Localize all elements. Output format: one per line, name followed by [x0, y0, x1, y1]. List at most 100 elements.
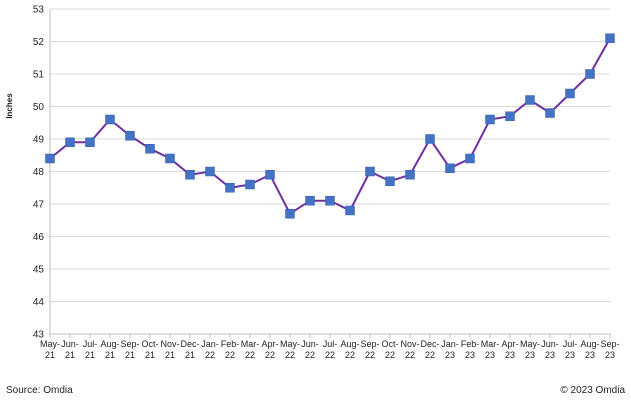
x-tick-label-year: 21 [105, 350, 115, 360]
data-point [425, 134, 435, 144]
x-tick-label-year: 23 [585, 350, 595, 360]
x-tick-label-year: 22 [265, 350, 275, 360]
y-tick-label: 46 [33, 232, 45, 243]
data-point [465, 153, 475, 164]
x-tick-label-year: 21 [45, 350, 55, 360]
y-tick-label: 47 [33, 200, 45, 211]
x-tick-label-year: 21 [185, 350, 195, 360]
data-point [265, 170, 275, 180]
source-note: Source: Omdia [6, 385, 73, 396]
x-tick-label-month: Apr- [501, 339, 518, 349]
x-tick-label-year: 22 [365, 350, 375, 360]
x-tick-label-year: 23 [525, 350, 535, 360]
x-tick-label-month: May- [280, 339, 300, 349]
x-tick-label-month: Jun- [541, 339, 559, 349]
data-point [245, 179, 255, 190]
x-tick-label-year: 23 [485, 350, 495, 360]
data-point [285, 209, 295, 219]
data-point [45, 153, 55, 164]
data-point [385, 176, 395, 186]
x-tick-label-year: 22 [325, 350, 335, 360]
x-tick-label-year: 21 [85, 350, 95, 360]
x-tick-label-month: Jul- [323, 339, 338, 349]
x-tick-label-year: 23 [505, 350, 515, 360]
x-tick-label-month: Aug- [100, 339, 119, 349]
x-tick-label-year: 21 [125, 350, 135, 360]
series-line [49, 37, 611, 216]
x-tick-label-month: Jul- [83, 339, 98, 349]
data-point [445, 163, 455, 173]
x-tick-label-month: Sep- [120, 339, 139, 349]
y-tick-label: 53 [33, 5, 45, 16]
x-tick-label-month: Dec- [180, 339, 199, 349]
x-tick-label-year: 22 [245, 350, 255, 360]
x-tick-label-year: 23 [565, 350, 575, 360]
x-axis-ticks: May-21Jun-21Jul-21Aug-21Sep-21Oct-21Nov-… [40, 334, 620, 360]
x-tick-label-month: Nov- [400, 339, 419, 349]
y-tick-label: 49 [33, 135, 45, 146]
y-tick-label: 45 [33, 265, 45, 276]
x-tick-label-year: 23 [445, 350, 455, 360]
x-tick-label-month: Sep- [360, 339, 379, 349]
x-tick-label-year: 22 [345, 350, 355, 360]
x-tick-label-year: 22 [385, 350, 395, 360]
x-tick-label-year: 21 [65, 350, 75, 360]
x-tick-label-month: Jun- [61, 339, 79, 349]
y-tick-label: 44 [33, 297, 45, 308]
x-tick-label-month: Nov- [160, 339, 179, 349]
x-tick-label-month: Aug- [340, 339, 359, 349]
data-point [165, 153, 175, 164]
x-tick-label-month: Apr- [261, 339, 278, 349]
data-point [485, 114, 495, 125]
data-point [185, 170, 195, 180]
data-point [545, 108, 555, 118]
data-point [305, 196, 315, 206]
x-tick-label-month: Jun- [301, 339, 319, 349]
data-point [585, 69, 595, 79]
data-point [225, 183, 235, 193]
data-point [505, 111, 515, 121]
x-tick-label-year: 21 [165, 350, 175, 360]
x-tick-label-month: Jan- [201, 339, 219, 349]
x-tick-label-month: Feb- [221, 339, 240, 349]
x-tick-label-year: 21 [145, 350, 155, 360]
data-point [405, 170, 415, 180]
x-tick-label-year: 22 [225, 350, 235, 360]
x-tick-label-year: 23 [545, 350, 555, 360]
data-point [365, 166, 375, 177]
y-tick-label: 51 [33, 70, 45, 81]
x-tick-label-year: 22 [205, 350, 215, 360]
gridlines [50, 8, 610, 302]
x-tick-label-month: May- [40, 339, 60, 349]
x-tick-label-month: Jan- [441, 339, 459, 349]
y-tick-label: 52 [33, 37, 45, 48]
copyright-note: © 2023 Omdia [560, 385, 625, 396]
data-point [325, 196, 335, 206]
x-tick-label-month: Sep- [600, 339, 619, 349]
x-tick-label-month: Jul- [563, 339, 578, 349]
data-point [125, 131, 135, 141]
x-tick-label-year: 22 [405, 350, 415, 360]
x-tick-label-year: 22 [285, 350, 295, 360]
y-axis-ticks: 43 44 45 46 47 48 49 50 51 52 53 [33, 5, 45, 341]
x-tick-label-month: Oct- [142, 339, 159, 349]
data-point [605, 33, 615, 43]
data-point [345, 205, 355, 216]
x-tick-label-month: Oct- [382, 339, 399, 349]
data-point [205, 166, 215, 177]
data-point [85, 137, 95, 147]
data-point [145, 144, 155, 154]
x-tick-label-year: 22 [305, 350, 315, 360]
y-tick-label: 43 [33, 330, 45, 341]
data-point [565, 88, 575, 99]
x-tick-label-year: 22 [425, 350, 435, 360]
data-point [525, 95, 535, 105]
x-tick-label-month: Dec- [420, 339, 439, 349]
y-axis-label: Inches [5, 93, 14, 119]
x-tick-label-month: Mar- [241, 339, 260, 349]
data-point [65, 137, 75, 147]
x-tick-label-year: 23 [605, 350, 615, 360]
x-tick-label-month: Aug- [580, 339, 599, 349]
